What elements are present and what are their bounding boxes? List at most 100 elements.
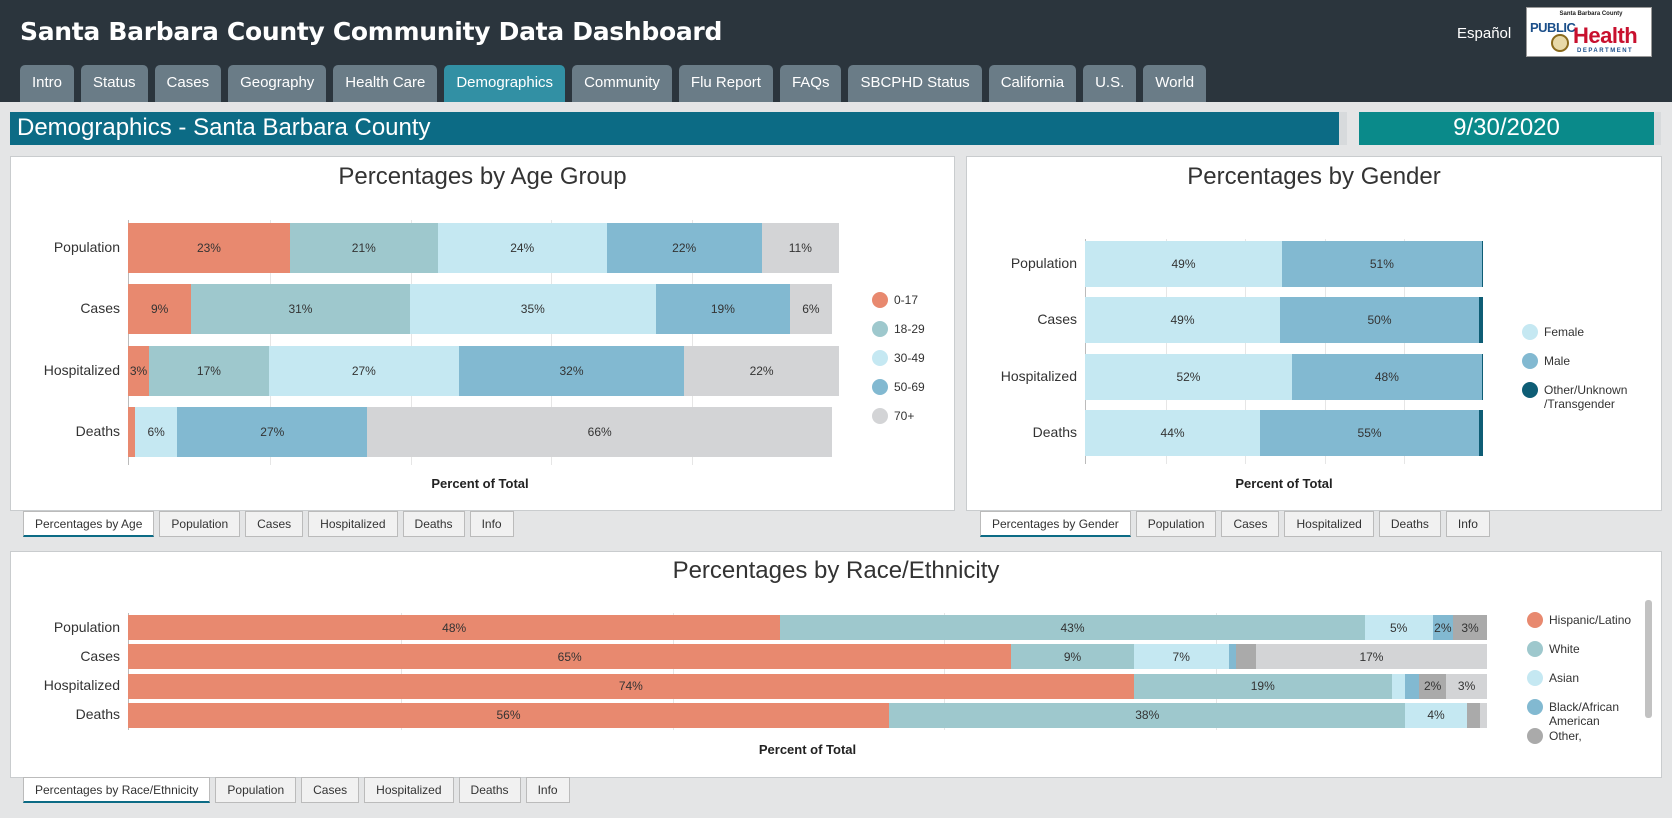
gender-bar-segment-male[interactable]: 48% xyxy=(1292,354,1482,400)
race-subtab-percentages-by-race-ethnicity[interactable]: Percentages by Race/Ethnicity xyxy=(23,777,210,803)
age-panel-subtabs: Percentages by Age Population Cases Hospita… xyxy=(23,511,519,537)
gender-bar-segment-female[interactable]: 44% xyxy=(1085,410,1260,456)
age-legend-item-30-49[interactable]: 30-49 xyxy=(872,351,952,366)
age-subtab-population[interactable]: Population xyxy=(159,511,240,537)
race-bar-segment-white[interactable]: 19% xyxy=(1134,674,1392,699)
race-bar-segment-asian[interactable]: 5% xyxy=(1365,615,1433,640)
gender-bar-segment-other-unknown-transgender[interactable] xyxy=(1482,354,1483,400)
age-subtab-hospitalized[interactable]: Hospitalized xyxy=(308,511,397,537)
gender-bar-segment-other-unknown-transgender[interactable] xyxy=(1479,297,1483,343)
gender-subtab-population[interactable]: Population xyxy=(1136,511,1217,537)
age-bar-segment-18-29[interactable]: 21% xyxy=(290,223,438,273)
gender-bar-segment-other-unknown-transgender[interactable] xyxy=(1482,241,1483,287)
age-legend-item-50-69[interactable]: 50-69 xyxy=(872,380,952,395)
nav-tab-world[interactable]: World xyxy=(1143,65,1206,102)
nav-tab-community[interactable]: Community xyxy=(572,65,672,102)
age-bar-segment-18-29[interactable]: 31% xyxy=(191,284,409,334)
age-bar-segment-50-69[interactable]: 22% xyxy=(607,223,762,273)
gender-subtab-deaths[interactable]: Deaths xyxy=(1379,511,1441,537)
age-subtab-percentages-by-age[interactable]: Percentages by Age xyxy=(23,511,154,537)
nav-tab-intro[interactable]: Intro xyxy=(20,65,74,102)
nav-tab-geography[interactable]: Geography xyxy=(228,65,326,102)
race-legend-item-black-african-american[interactable]: Black/African American xyxy=(1527,700,1647,728)
age-bar-segment-70[interactable]: 22% xyxy=(684,346,839,396)
age-bar-segment-70[interactable]: 11% xyxy=(762,223,839,273)
race-bar-segment-asian[interactable]: 7% xyxy=(1134,644,1229,669)
age-legend-item-18-29[interactable]: 18-29 xyxy=(872,322,952,337)
gender-bar-segment-female[interactable]: 49% xyxy=(1085,297,1280,343)
gender-subtab-hospitalized[interactable]: Hospitalized xyxy=(1284,511,1373,537)
race-bar-segment-unknown[interactable] xyxy=(1480,703,1487,728)
race-bar-segment-white[interactable]: 43% xyxy=(780,615,1364,640)
race-bar-segment-black-african-american[interactable]: 2% xyxy=(1433,615,1453,640)
nav-tab-u-s[interactable]: U.S. xyxy=(1083,65,1136,102)
race-legend-scrollbar[interactable] xyxy=(1645,600,1652,718)
gender-legend-item-male[interactable]: Male xyxy=(1522,354,1652,369)
race-bar-segment-black-african-american[interactable] xyxy=(1405,674,1419,699)
nav-tab-sbcphd-status[interactable]: SBCPHD Status xyxy=(848,65,981,102)
race-bar-segment-white[interactable]: 38% xyxy=(889,703,1405,728)
age-subtab-info[interactable]: Info xyxy=(470,511,514,537)
race-legend-item-hispanic-latino[interactable]: Hispanic/Latino xyxy=(1527,613,1647,628)
age-bar-segment-50-69[interactable]: 27% xyxy=(177,407,367,457)
race-legend-item-other[interactable]: Other, xyxy=(1527,729,1647,744)
gender-bar-segment-female[interactable]: 52% xyxy=(1085,354,1292,400)
race-subtab-hospitalized[interactable]: Hospitalized xyxy=(364,777,453,803)
race-bar-segment-white[interactable]: 9% xyxy=(1011,644,1133,669)
age-bar-segment-30-49[interactable]: 6% xyxy=(135,407,177,457)
race-bar-segment-hispanic-latino[interactable]: 74% xyxy=(128,674,1134,699)
race-bar-segment-asian[interactable] xyxy=(1392,674,1406,699)
age-bar-segment-0-17[interactable]: 23% xyxy=(128,223,290,273)
age-legend-item-0-17[interactable]: 0-17 xyxy=(872,293,952,308)
race-bar-segment-hispanic-latino[interactable]: 65% xyxy=(128,644,1011,669)
age-bar-segment-30-49[interactable]: 35% xyxy=(410,284,656,334)
age-bar-segment-70[interactable]: 66% xyxy=(367,407,832,457)
race-bar-segment-black-african-american[interactable] xyxy=(1229,644,1236,669)
age-bar-segment-30-49[interactable]: 24% xyxy=(438,223,607,273)
race-bar-segment-other[interactable] xyxy=(1467,703,1481,728)
nav-tab-status[interactable]: Status xyxy=(81,65,148,102)
gender-legend-item-female[interactable]: Female xyxy=(1522,325,1652,340)
race-subtab-cases[interactable]: Cases xyxy=(301,777,359,803)
race-bar-segment-unknown[interactable]: 17% xyxy=(1256,644,1487,669)
gender-bar-segment-male[interactable]: 51% xyxy=(1282,241,1482,287)
nav-tab-faqs[interactable]: FAQs xyxy=(780,65,842,102)
age-bar-segment-50-69[interactable]: 19% xyxy=(656,284,790,334)
race-bar-segment-other[interactable]: 2% xyxy=(1419,674,1446,699)
nav-tab-health-care[interactable]: Health Care xyxy=(333,65,437,102)
race-subtab-info[interactable]: Info xyxy=(526,777,570,803)
gender-subtab-cases[interactable]: Cases xyxy=(1221,511,1279,537)
race-bar-segment-unknown[interactable]: 3% xyxy=(1446,674,1487,699)
race-bar-segment-hispanic-latino[interactable]: 56% xyxy=(128,703,889,728)
age-subtab-deaths[interactable]: Deaths xyxy=(403,511,465,537)
age-legend-item-70[interactable]: 70+ xyxy=(872,409,952,424)
gender-legend-item-other-unknown-transgender[interactable]: Other/Unknown /Transgender xyxy=(1522,383,1652,411)
race-legend-item-white[interactable]: White xyxy=(1527,642,1647,657)
age-bar-segment-0-17[interactable] xyxy=(128,407,135,457)
gender-subtab-percentages-by-gender[interactable]: Percentages by Gender xyxy=(980,511,1131,537)
nav-tab-california[interactable]: California xyxy=(989,65,1076,102)
race-legend-item-asian[interactable]: Asian xyxy=(1527,671,1647,686)
race-subtab-population[interactable]: Population xyxy=(215,777,296,803)
nav-tab-flu-report[interactable]: Flu Report xyxy=(679,65,773,102)
race-bar-segment-other[interactable] xyxy=(1236,644,1256,669)
gender-bar-segment-female[interactable]: 49% xyxy=(1085,241,1282,287)
race-subtab-deaths[interactable]: Deaths xyxy=(459,777,521,803)
race-bar-segment-asian[interactable]: 4% xyxy=(1405,703,1466,728)
age-bar-segment-18-29[interactable]: 17% xyxy=(149,346,269,396)
nav-tab-cases[interactable]: Cases xyxy=(155,65,222,102)
gender-bar-segment-male[interactable]: 55% xyxy=(1260,410,1479,456)
gender-subtab-info[interactable]: Info xyxy=(1446,511,1490,537)
age-bar-segment-0-17[interactable]: 9% xyxy=(128,284,191,334)
gender-bar-segment-male[interactable]: 50% xyxy=(1280,297,1479,343)
race-bar-segment-other[interactable]: 3% xyxy=(1453,615,1487,640)
age-bar-segment-50-69[interactable]: 32% xyxy=(459,346,684,396)
nav-tab-demographics[interactable]: Demographics xyxy=(444,65,565,102)
age-bar-segment-30-49[interactable]: 27% xyxy=(269,346,459,396)
age-subtab-cases[interactable]: Cases xyxy=(245,511,303,537)
race-bar-segment-hispanic-latino[interactable]: 48% xyxy=(128,615,780,640)
gender-bar-segment-other-unknown-transgender[interactable] xyxy=(1479,410,1483,456)
language-link[interactable]: Español xyxy=(1457,25,1511,42)
age-bar-segment-70[interactable]: 6% xyxy=(790,284,832,334)
age-bar-segment-0-17[interactable]: 3% xyxy=(128,346,149,396)
